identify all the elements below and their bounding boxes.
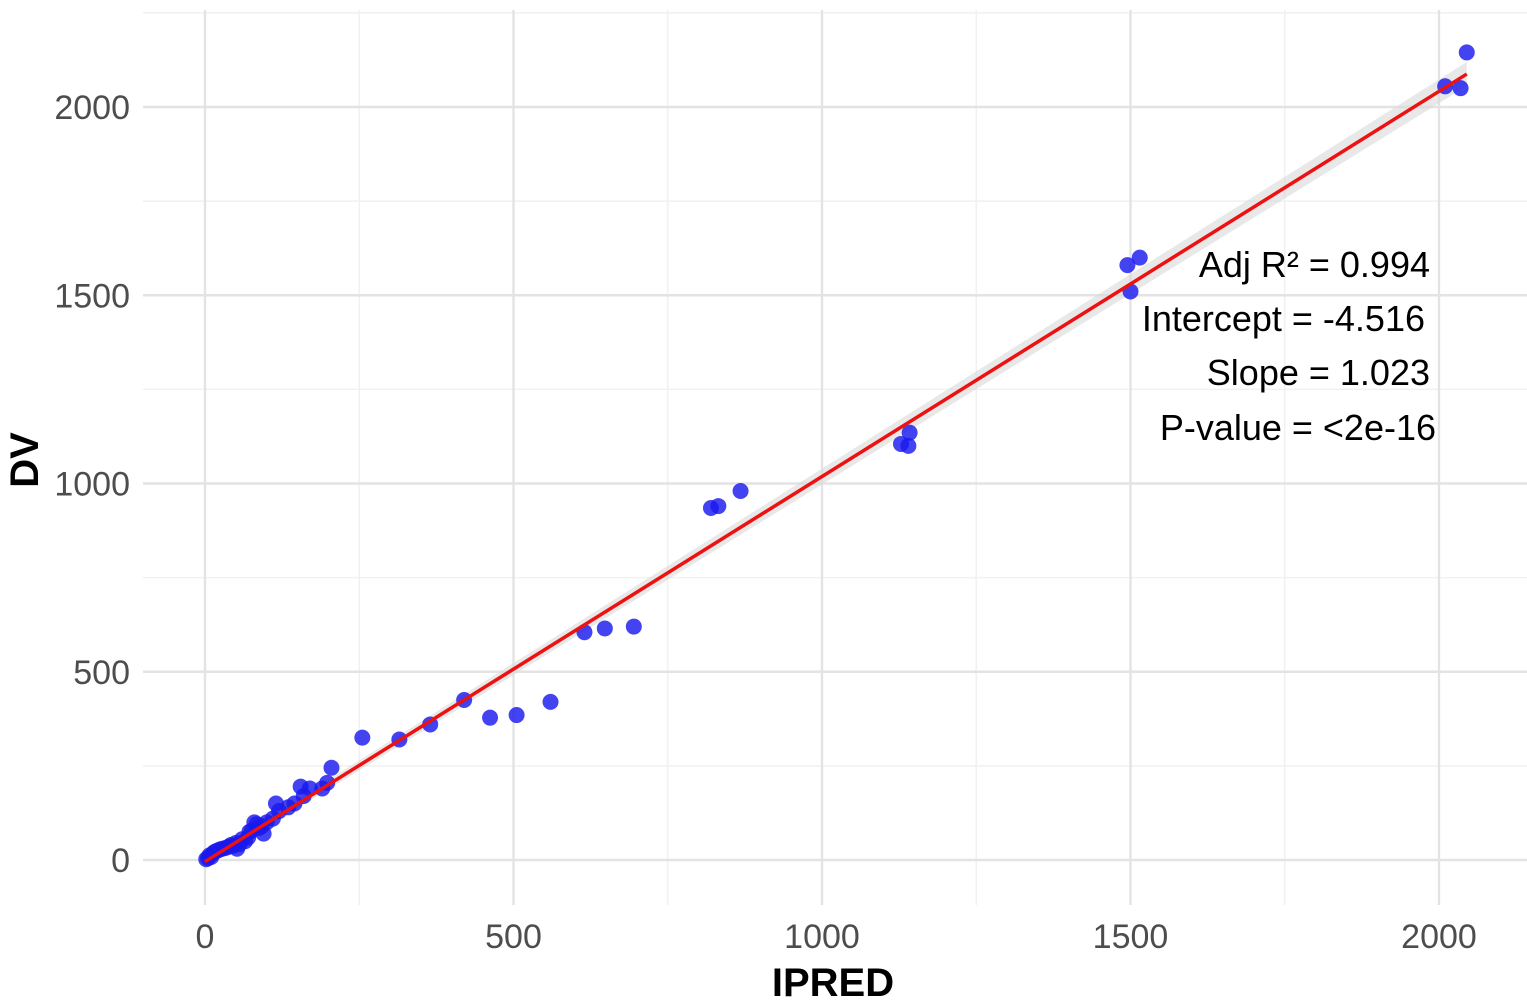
data-point (732, 483, 749, 500)
data-point (542, 693, 559, 710)
annotation-slope: Slope = 1.023 (1207, 352, 1430, 393)
data-point (1119, 257, 1136, 274)
annotation-intercept: Intercept = -4.516 (1142, 298, 1425, 339)
x-tick-label: 1000 (784, 918, 860, 956)
regression-line (204, 72, 1468, 864)
data-point (323, 759, 340, 776)
data-point (354, 729, 371, 746)
x-tick-label: 500 (485, 918, 542, 956)
data-point (482, 709, 499, 726)
y-tick-label: 1000 (54, 466, 130, 504)
data-point (1131, 249, 1148, 266)
x-axis-ticks: 0 500 1000 1500 2000 (196, 918, 1477, 956)
x-tick-label: 2000 (1401, 918, 1477, 956)
major-gridlines (143, 10, 1527, 905)
y-tick-label: 500 (73, 654, 130, 692)
y-tick-label: 0 (111, 842, 130, 880)
data-point (901, 424, 918, 441)
x-tick-label: 1500 (1093, 918, 1169, 956)
y-tick-label: 1500 (54, 277, 130, 315)
y-axis-ticks: 0 500 1000 1500 2000 (54, 89, 130, 880)
x-tick-label: 0 (196, 918, 215, 956)
annotation-adj-r2: Adj R² = 0.994 (1199, 244, 1430, 285)
y-tick-label: 2000 (54, 89, 130, 127)
data-point (1458, 44, 1475, 61)
data-point (1452, 80, 1469, 97)
y-axis-title: DV (3, 432, 47, 488)
data-point (596, 620, 613, 637)
data-point (508, 707, 525, 724)
annotation-p-value: P-value = <2e-16 (1160, 407, 1436, 448)
x-axis-title: IPRED (772, 961, 894, 1005)
data-point (625, 618, 642, 635)
minor-gridlines (143, 10, 1527, 905)
data-point (900, 437, 917, 454)
data-point (710, 498, 727, 515)
